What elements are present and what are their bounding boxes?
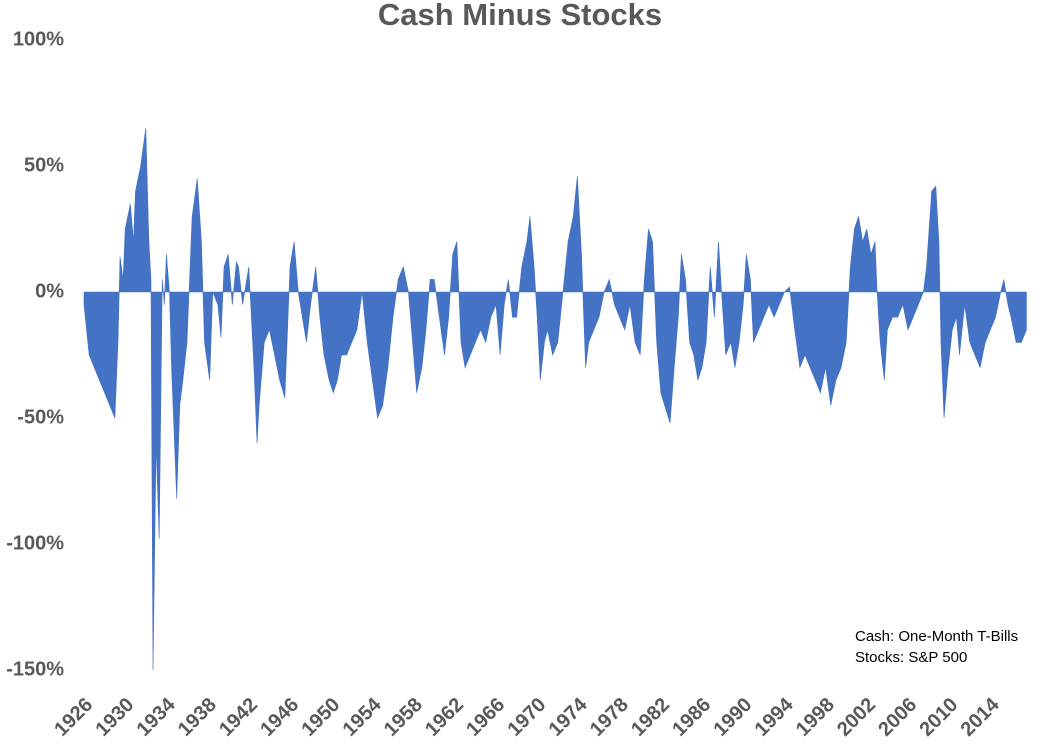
- x-tick-label: 1938: [174, 694, 221, 741]
- x-tick-label: 1930: [91, 694, 138, 741]
- x-tick-label: 1950: [297, 694, 344, 741]
- x-tick-label: 1986: [668, 694, 715, 741]
- x-tick-label: 1998: [792, 694, 839, 741]
- x-tick-label: 1990: [709, 694, 756, 741]
- x-tick-label: 1962: [421, 694, 468, 741]
- annotation: Cash: One-Month T-Bills: [855, 628, 1018, 645]
- y-tick-label: -50%: [17, 406, 64, 428]
- x-tick-label: 1966: [462, 694, 509, 741]
- annotation: Stocks: S&P 500: [855, 649, 967, 666]
- area: [83, 128, 1027, 671]
- y-tick-label: -100%: [6, 532, 64, 554]
- x-tick-label: 2002: [833, 694, 880, 741]
- x-tick-label: 1954: [339, 693, 387, 741]
- x-tick-label: 1970: [503, 694, 550, 741]
- y-tick-label: 100%: [13, 28, 64, 50]
- y-tick-label: 50%: [24, 154, 64, 176]
- x-tick-label: 1994: [751, 693, 799, 741]
- x-tick-label: 1974: [545, 693, 593, 741]
- chart-title: Cash Minus Stocks: [378, 0, 662, 32]
- x-tick-label: 1958: [380, 694, 427, 741]
- y-tick-label: -150%: [6, 658, 64, 680]
- x-tick-label: 1926: [50, 694, 97, 741]
- x-tick-label: 2014: [957, 693, 1005, 741]
- y-tick-label: 0%: [35, 280, 64, 302]
- x-tick-label: 1978: [586, 694, 633, 741]
- x-tick-label: 1982: [627, 694, 674, 741]
- x-tick-label: 1942: [215, 694, 262, 741]
- x-tick-label: 2006: [874, 694, 921, 741]
- x-tick-label: 1946: [256, 694, 303, 741]
- x-tick-label: 2010: [915, 694, 962, 741]
- x-tick-label: 1934: [133, 693, 181, 741]
